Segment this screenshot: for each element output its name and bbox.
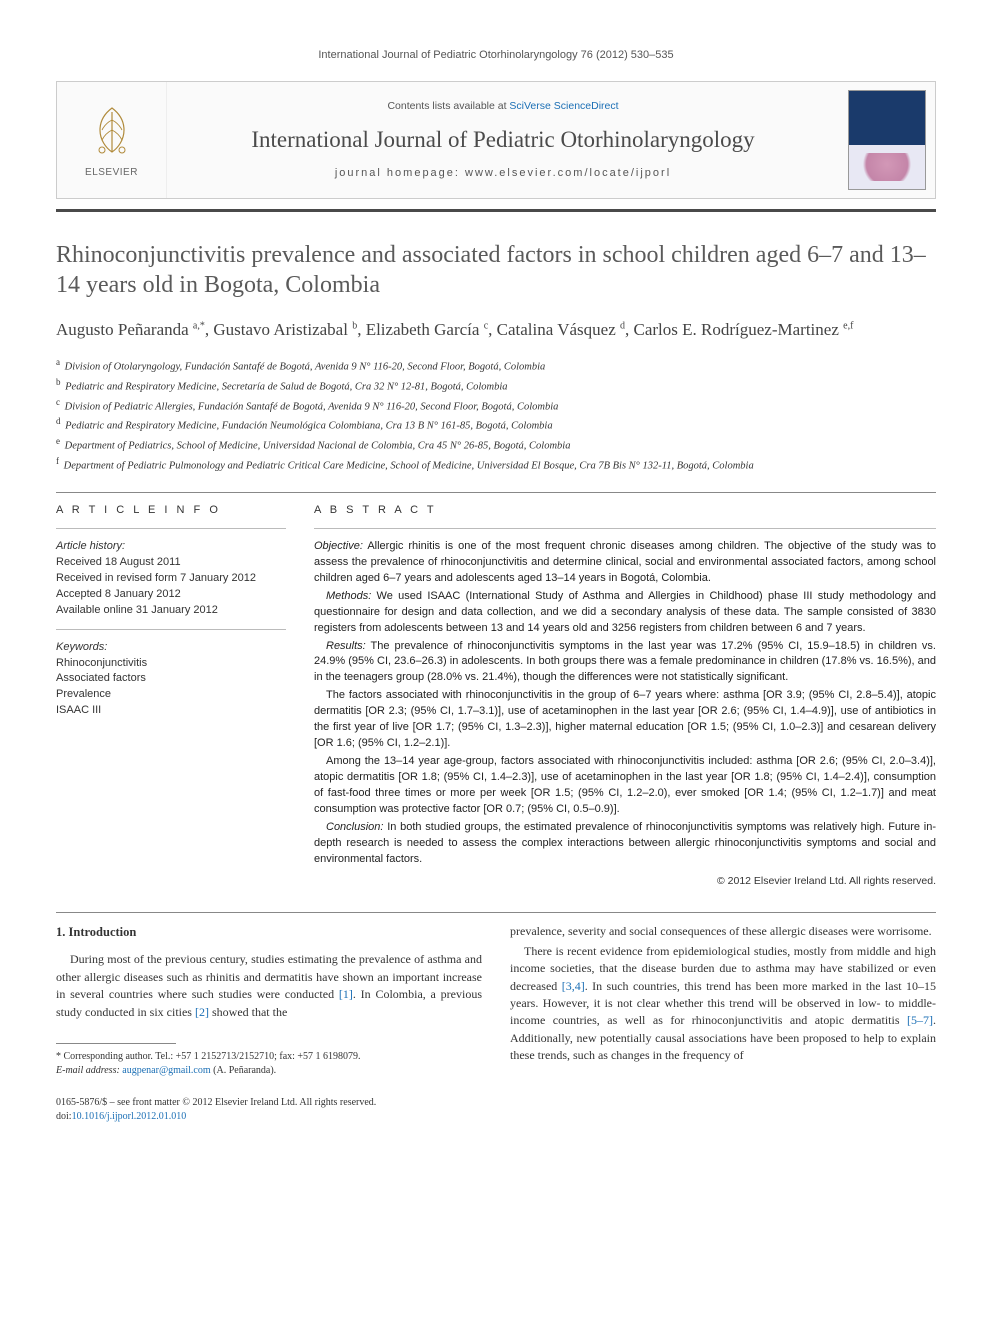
affiliations: a Division of Otolaryngology, Fundación … <box>56 356 936 473</box>
abstract-paragraph: The factors associated with rhinoconjunc… <box>314 688 936 752</box>
masthead-cover <box>839 82 935 198</box>
abstract-paragraph: Conclusion: In both studied groups, the … <box>314 820 936 868</box>
affiliation: c Division of Pediatric Allergies, Funda… <box>56 396 936 415</box>
intro-paragraph: There is recent evidence from epidemiolo… <box>510 943 936 1065</box>
abstract-body: Objective: Allergic rhinitis is one of t… <box>314 539 936 868</box>
section-rule-top <box>56 492 936 493</box>
intro-paragraph: prevalence, severity and social conseque… <box>510 923 936 940</box>
publisher-block: ELSEVIER <box>57 82 167 198</box>
journal-masthead: ELSEVIER Contents lists available at Sci… <box>56 81 936 199</box>
homepage-prefix: journal homepage: <box>335 167 465 179</box>
abstract-column: A B S T R A C T Objective: Allergic rhin… <box>314 503 936 889</box>
article-title: Rhinoconjunctivitis prevalence and assoc… <box>56 240 936 300</box>
history-line: Accepted 8 January 2012 <box>56 587 286 603</box>
abstract-paragraph: Results: The prevalence of rhinoconjunct… <box>314 639 936 687</box>
keyword: Prevalence <box>56 687 286 703</box>
keywords-label: Keywords: <box>56 640 286 656</box>
keyword: Rhinoconjunctivitis <box>56 656 286 672</box>
affiliation: f Department of Pediatric Pulmonology an… <box>56 455 936 474</box>
corr-email-link[interactable]: augpenar@gmail.com <box>122 1065 210 1076</box>
citation-ref[interactable]: [3,4] <box>562 979 585 993</box>
abstract-rule <box>314 528 936 529</box>
corr-text: Tel.: +57 1 2152713/2152710; fax: +57 1 … <box>153 1051 361 1062</box>
abstract-copyright: © 2012 Elsevier Ireland Ltd. All rights … <box>314 874 936 889</box>
article-info-heading: A R T I C L E I N F O <box>56 503 286 518</box>
info-rule <box>56 629 286 630</box>
article-info-column: A R T I C L E I N F O Article history: R… <box>56 503 286 889</box>
sciencedirect-link[interactable]: SciVerse ScienceDirect <box>509 100 618 112</box>
section-heading-intro: 1. Introduction <box>56 923 482 941</box>
affiliation: b Pediatric and Respiratory Medicine, Se… <box>56 376 936 395</box>
corr-label: * Corresponding author. <box>56 1051 153 1062</box>
citation-ref[interactable]: [2] <box>195 1005 209 1019</box>
issn-line: 0165-5876/$ – see front matter © 2012 El… <box>56 1096 936 1110</box>
body-column-left: 1. Introduction During most of the previ… <box>56 923 482 1078</box>
running-head: International Journal of Pediatric Otorh… <box>56 48 936 63</box>
email-tail: (A. Peñaranda). <box>211 1065 277 1076</box>
abstract-paragraph: Methods: We used ISAAC (International St… <box>314 589 936 637</box>
affiliation: a Division of Otolaryngology, Fundación … <box>56 356 936 375</box>
abstract-paragraph: Objective: Allergic rhinitis is one of t… <box>314 539 936 587</box>
publisher-label: ELSEVIER <box>85 166 138 180</box>
article-history: Article history: Received 18 August 2011… <box>56 539 286 619</box>
doi-label: doi: <box>56 1111 72 1122</box>
journal-name: International Journal of Pediatric Otorh… <box>179 124 827 156</box>
body-column-right: prevalence, severity and social conseque… <box>510 923 936 1078</box>
abstract-heading: A B S T R A C T <box>314 503 936 518</box>
history-line: Available online 31 January 2012 <box>56 603 286 619</box>
section-rule-bottom <box>56 912 936 913</box>
masthead-rule <box>56 209 936 212</box>
corresponding-author-footnote: * Corresponding author. Tel.: +57 1 2152… <box>56 1050 482 1078</box>
elsevier-tree-icon <box>82 100 142 160</box>
abstract-paragraph: Among the 13–14 year age-group, factors … <box>314 754 936 818</box>
contents-prefix: Contents lists available at <box>387 100 509 112</box>
footnote-rule <box>56 1043 176 1044</box>
history-line: Received in revised form 7 January 2012 <box>56 571 286 587</box>
affiliation: d Pediatric and Respiratory Medicine, Fu… <box>56 415 936 434</box>
body-columns: 1. Introduction During most of the previ… <box>56 923 936 1078</box>
email-label: E-mail address: <box>56 1065 120 1076</box>
citation-ref[interactable]: [5–7] <box>907 1013 933 1027</box>
keyword: Associated factors <box>56 671 286 687</box>
info-rule <box>56 528 286 529</box>
doi-link[interactable]: 10.1016/j.ijporl.2012.01.010 <box>72 1111 187 1122</box>
intro-paragraph: During most of the previous century, stu… <box>56 951 482 1021</box>
author-list: Augusto Peñaranda a,*, Gustavo Aristizab… <box>56 318 936 342</box>
journal-cover-thumb <box>848 90 926 190</box>
history-line: Received 18 August 2011 <box>56 555 286 571</box>
keyword: ISAAC III <box>56 703 286 719</box>
masthead-center: Contents lists available at SciVerse Sci… <box>167 82 839 198</box>
homepage-url: www.elsevier.com/locate/ijporl <box>465 167 671 179</box>
citation-ref[interactable]: [1] <box>339 987 353 1001</box>
history-label: Article history: <box>56 539 286 555</box>
page-footer: 0165-5876/$ – see front matter © 2012 El… <box>56 1096 936 1124</box>
homepage-line: journal homepage: www.elsevier.com/locat… <box>179 166 827 181</box>
keywords-block: Keywords: RhinoconjunctivitisAssociated … <box>56 640 286 720</box>
contents-line: Contents lists available at SciVerse Sci… <box>179 99 827 114</box>
affiliation: e Department of Pediatrics, School of Me… <box>56 435 936 454</box>
